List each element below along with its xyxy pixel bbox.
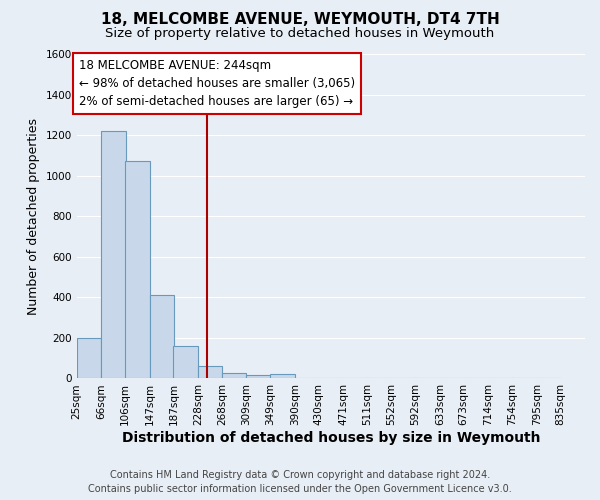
Bar <box>149 296 174 378</box>
Text: 18, MELCOMBE AVENUE, WEYMOUTH, DT4 7TH: 18, MELCOMBE AVENUE, WEYMOUTH, DT4 7TH <box>101 12 499 28</box>
Y-axis label: Number of detached properties: Number of detached properties <box>27 118 40 314</box>
Bar <box>101 131 125 378</box>
Text: 18 MELCOMBE AVENUE: 244sqm
← 98% of detached houses are smaller (3,065)
2% of se: 18 MELCOMBE AVENUE: 244sqm ← 98% of deta… <box>79 59 355 108</box>
Bar <box>247 376 271 378</box>
Text: Contains HM Land Registry data © Crown copyright and database right 2024.
Contai: Contains HM Land Registry data © Crown c… <box>88 470 512 494</box>
X-axis label: Distribution of detached houses by size in Weymouth: Distribution of detached houses by size … <box>122 431 540 445</box>
Bar <box>270 374 295 378</box>
Bar <box>198 366 223 378</box>
Bar <box>125 162 149 378</box>
Text: Size of property relative to detached houses in Weymouth: Size of property relative to detached ho… <box>106 28 494 40</box>
Bar <box>173 346 198 378</box>
Bar <box>77 338 101 378</box>
Bar <box>222 374 247 378</box>
